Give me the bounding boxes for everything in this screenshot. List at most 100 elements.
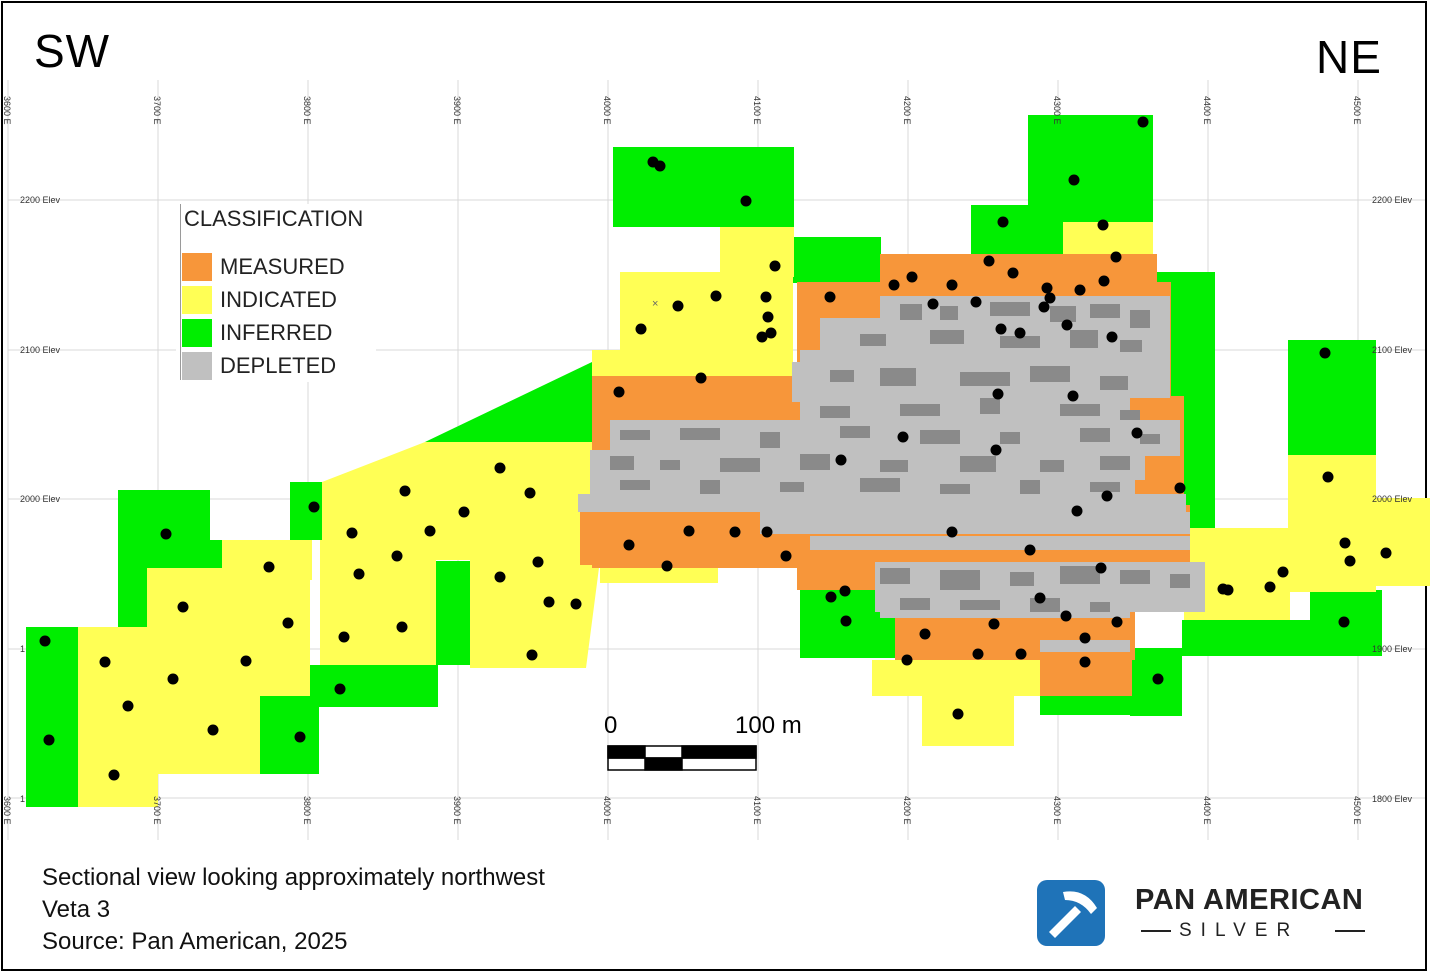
drillhole-dot: [1106, 331, 1118, 343]
drillhole-dot: [1071, 505, 1083, 517]
depleted-stope: [700, 480, 720, 494]
drillhole-dot: [294, 731, 306, 743]
depleted-stope: [780, 482, 804, 492]
depleted-stope: [880, 568, 910, 584]
indicated-zone: [260, 658, 310, 696]
depleted-stope: [620, 480, 650, 490]
caption-source: Source: Pan American, 2025: [42, 928, 348, 955]
easting-tick-label-top: 3600 E: [2, 96, 12, 125]
drillhole-dot: [765, 327, 777, 339]
easting-tick-label-bottom: 4500 E: [1352, 796, 1362, 825]
depleted-stope: [900, 404, 940, 416]
depleted-stope: [1010, 572, 1034, 586]
drillhole-dot: [167, 673, 179, 685]
scale-start-label: 0: [604, 712, 618, 739]
scale-bar: [607, 745, 757, 771]
drillhole-dot: [391, 550, 403, 562]
depleted-stope: [1040, 460, 1064, 472]
drillhole-dot: [1222, 584, 1234, 596]
drillhole-dot: [1079, 656, 1091, 668]
drillhole-dot: [1074, 284, 1086, 296]
depleted-stope: [860, 478, 900, 492]
depleted-stope: [680, 428, 720, 440]
inferred-zone: [210, 540, 224, 568]
depleted-stope: [1100, 376, 1128, 390]
depleted-stope: [990, 302, 1030, 316]
depleted-stope: [1170, 574, 1190, 588]
drillhole-dot: [1038, 301, 1050, 313]
drillhole-dot: [995, 323, 1007, 335]
logo-rule: [1335, 930, 1365, 932]
drillhole-dot: [972, 648, 984, 660]
depleted-stope: [940, 570, 980, 590]
depleted-stope: [720, 458, 760, 472]
drillhole-dot: [1101, 490, 1113, 502]
elevation-tick-label-right: 2100 Elev: [1372, 345, 1413, 355]
drillhole-dot: [761, 526, 773, 538]
indicated-zone: [147, 568, 310, 658]
drillhole-dot: [760, 291, 772, 303]
indicated-zone: [78, 627, 158, 807]
depleted-stope: [860, 334, 886, 346]
measured-zone: [797, 560, 877, 590]
logo-name: PAN AMERICAN: [1135, 884, 1364, 916]
easting-tick-label-top: 4200 E: [902, 96, 912, 125]
drillhole-dot: [710, 290, 722, 302]
legend-label: INDICATED: [220, 287, 337, 312]
scale-segment: [644, 757, 683, 771]
easting-tick-label-bottom: 4200 E: [902, 796, 912, 825]
depleted-stope: [1090, 482, 1120, 492]
inferred-zone: [425, 362, 592, 442]
legend-item-indicated: INDICATED: [182, 286, 337, 314]
depleted-zone: [1040, 640, 1130, 652]
legend-divider: [180, 204, 181, 380]
depleted-stope: [1020, 480, 1040, 494]
drillhole-dot: [1098, 275, 1110, 287]
elevation-tick-label-left: 2000 Elev: [20, 494, 61, 504]
inferred-zone: [793, 237, 881, 283]
easting-tick-label-top: 3800 E: [302, 96, 312, 125]
drillhole-dot: [762, 311, 774, 323]
depleted-stope: [1090, 602, 1110, 612]
drillhole-dot: [740, 195, 752, 207]
logo-sub-text: SILVER: [1179, 920, 1300, 941]
depleted-stope: [1080, 428, 1110, 442]
drillhole-dot: [983, 255, 995, 267]
drillhole-dot: [897, 431, 909, 443]
indicated-zone: [620, 272, 793, 377]
elevation-tick-label-right: 1800 Elev: [1372, 794, 1413, 804]
elevation-tick-label-right: 1900 Elev: [1372, 644, 1413, 654]
drillhole-dot: [1014, 327, 1026, 339]
logo-rule: [1141, 930, 1171, 932]
depleted-stope: [1100, 456, 1130, 470]
depleted-stope: [1120, 570, 1150, 584]
drillhole-dot: [1131, 427, 1143, 439]
legend-item-measured: MEASURED: [182, 253, 345, 281]
drillhole-dot: [1264, 581, 1276, 593]
drillhole-dot: [769, 260, 781, 272]
depleted-stope: [900, 304, 922, 320]
drillhole-dot: [177, 601, 189, 613]
drillhole-dot: [683, 525, 695, 537]
pickaxe-icon: [1037, 880, 1105, 946]
drillhole-dot: [635, 323, 647, 335]
indicated-zone: [872, 660, 1042, 696]
depleted-stope: [840, 426, 870, 438]
drillhole-dot: [424, 525, 436, 537]
drillhole-dot: [458, 506, 470, 518]
logo-sub: SILVER: [1135, 920, 1367, 941]
depleted-stope: [660, 460, 680, 470]
drillhole-dot: [970, 296, 982, 308]
drillhole-intercepts: [39, 116, 1392, 781]
depleted-stope: [900, 598, 930, 610]
legend-title: CLASSIFICATION: [184, 206, 364, 231]
depleted-zone: [760, 512, 1190, 534]
legend-item-inferred: INFERRED: [182, 319, 332, 347]
depleted-stope: [1000, 336, 1040, 348]
drillhole-dot: [997, 216, 1009, 228]
drillhole-dot: [729, 526, 741, 538]
inferred-zone: [436, 561, 470, 665]
drillhole-dot: [756, 331, 768, 343]
drillhole-dot: [835, 454, 847, 466]
